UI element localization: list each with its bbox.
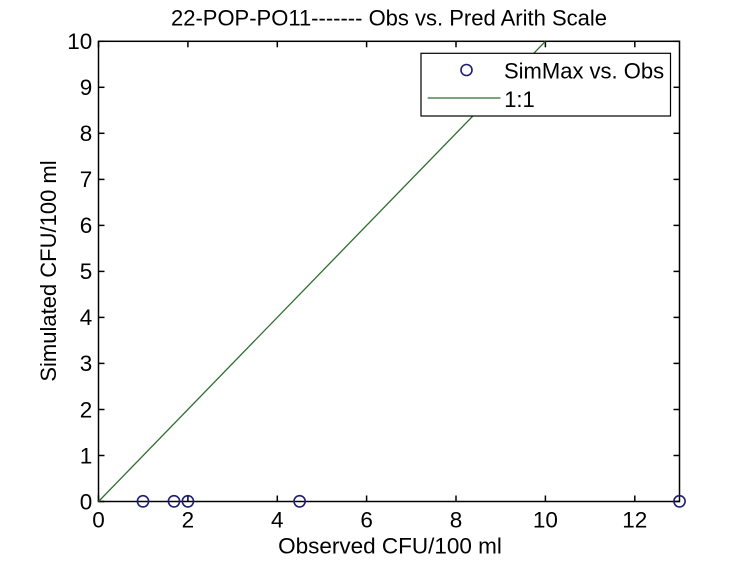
svg-text:0: 0 [80, 489, 93, 514]
svg-text:3: 3 [80, 351, 93, 376]
svg-text:1: 1 [80, 443, 93, 468]
svg-text:4: 4 [80, 305, 93, 330]
svg-text:4: 4 [271, 507, 284, 532]
svg-text:10: 10 [67, 29, 92, 54]
svg-text:2: 2 [80, 397, 93, 422]
svg-text:Observed CFU/100 ml: Observed CFU/100 ml [278, 534, 502, 559]
svg-text:Simulated CFU/100 ml: Simulated CFU/100 ml [36, 160, 61, 381]
svg-text:8: 8 [80, 121, 93, 146]
svg-text:1:1: 1:1 [504, 87, 535, 112]
svg-text:22-POP-PO11------- Obs vs. Pre: 22-POP-PO11------- Obs vs. Pred Arith Sc… [171, 6, 607, 31]
svg-text:SimMax vs. Obs: SimMax vs. Obs [504, 58, 664, 83]
svg-text:6: 6 [360, 507, 373, 532]
svg-text:7: 7 [80, 167, 93, 192]
svg-text:5: 5 [80, 259, 93, 284]
svg-text:10: 10 [533, 507, 558, 532]
svg-text:6: 6 [80, 213, 93, 238]
svg-text:2: 2 [182, 507, 195, 532]
svg-text:9: 9 [80, 75, 93, 100]
svg-text:0: 0 [92, 507, 105, 532]
svg-text:12: 12 [622, 507, 647, 532]
svg-text:8: 8 [450, 507, 463, 532]
